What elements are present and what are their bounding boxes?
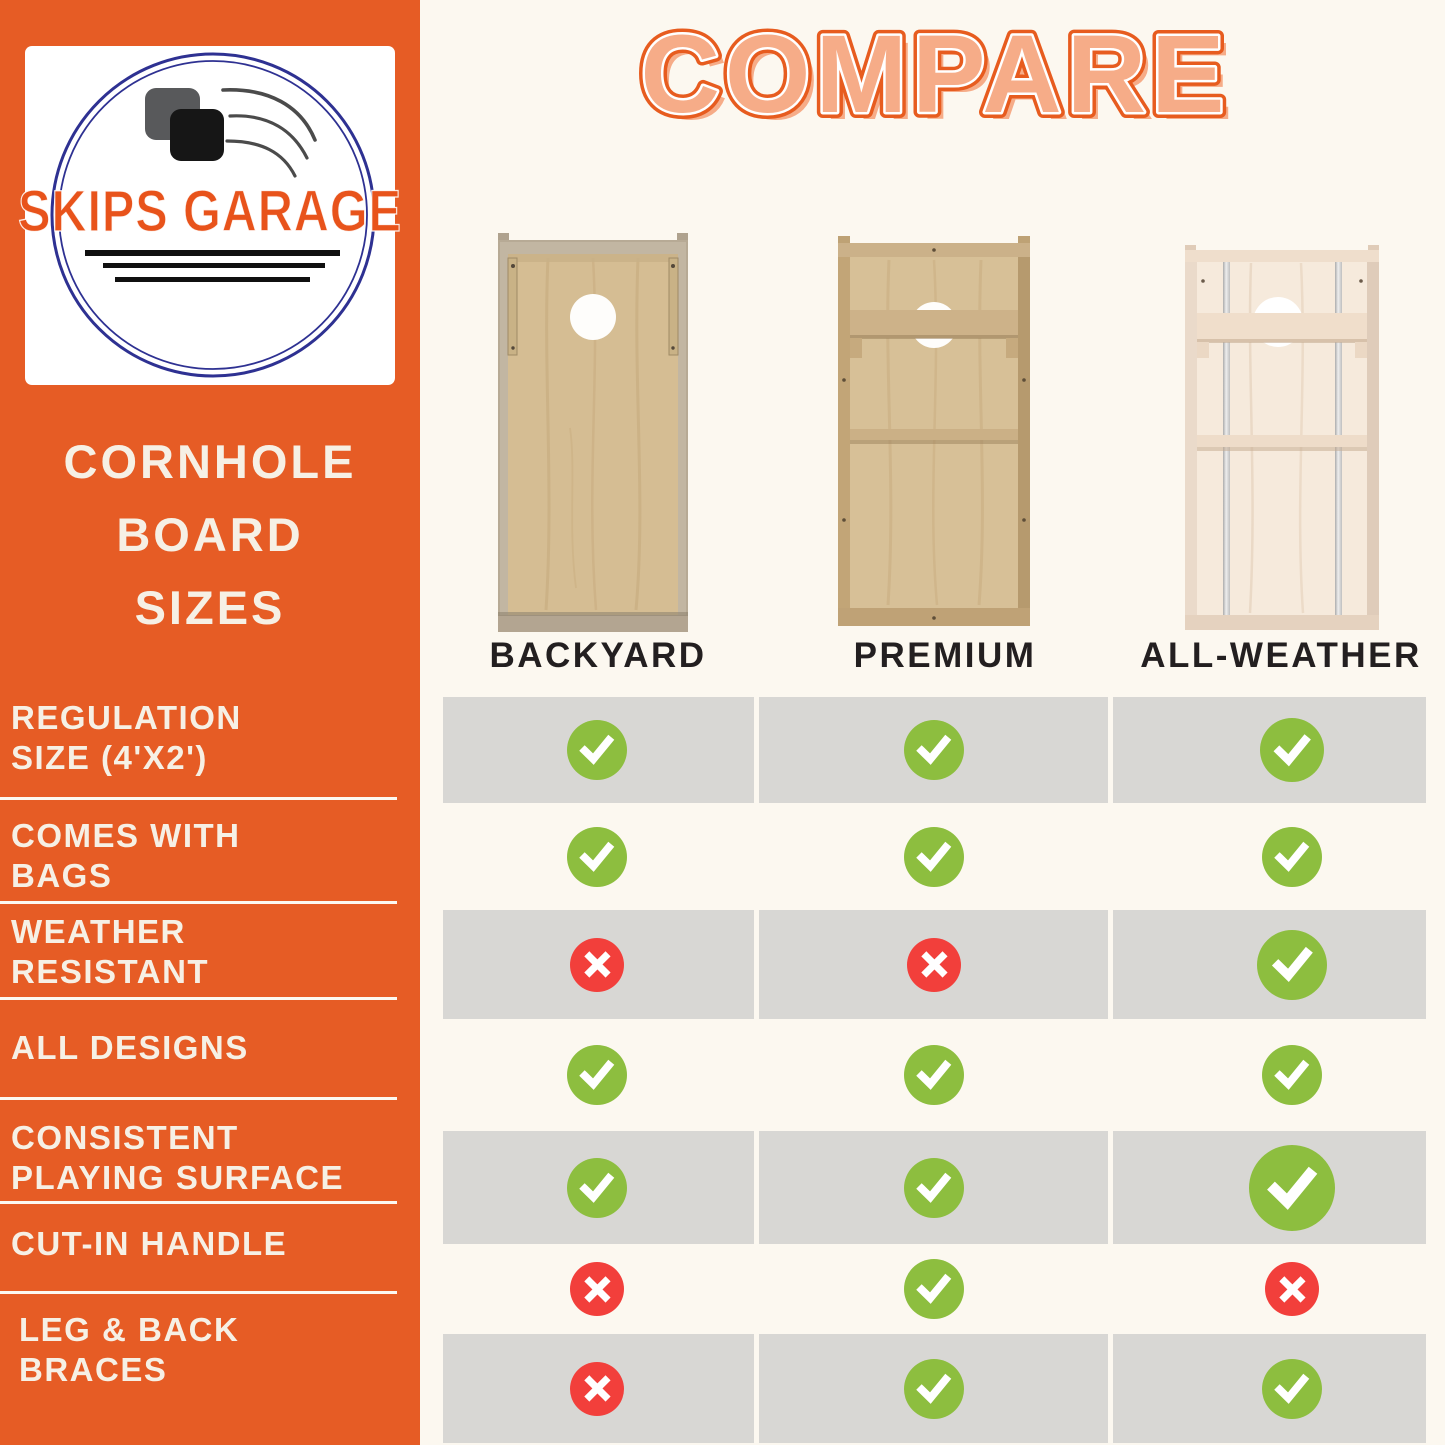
sidebar-title-line: SIZES bbox=[134, 581, 286, 634]
feature-label-regulation-size: REGULATION SIZE (4'X2') bbox=[0, 698, 400, 778]
sidebar-divider bbox=[0, 1201, 397, 1204]
column-header-all-weather: ALL-WEATHER bbox=[1140, 636, 1422, 675]
feature-line: PLAYING SURFACE bbox=[11, 1159, 345, 1196]
x-icon bbox=[1265, 1262, 1319, 1316]
board-image-backyard bbox=[498, 233, 688, 632]
sidebar-title: CORNHOLE BOARD SIZES bbox=[0, 425, 420, 644]
x-icon bbox=[570, 1262, 624, 1316]
feature-label-comes-with-bags: COMES WITH BAGS bbox=[0, 816, 400, 896]
sidebar-title-line: CORNHOLE bbox=[63, 435, 357, 488]
check-icon bbox=[1262, 1358, 1322, 1419]
sidebar-divider bbox=[0, 797, 397, 800]
feature-label-all-designs: ALL DESIGNS bbox=[0, 1028, 400, 1068]
feature-line: LEG & BACK bbox=[19, 1311, 240, 1348]
bag-icon bbox=[170, 109, 224, 161]
check-icon bbox=[567, 1045, 627, 1105]
logo-underline bbox=[115, 277, 310, 282]
sidebar-divider bbox=[0, 1097, 397, 1100]
sidebar-title-line: BOARD bbox=[116, 508, 304, 561]
brand-logo: SKIPS GARAGE bbox=[18, 46, 402, 385]
check-icon bbox=[904, 1157, 964, 1218]
sidebar-divider bbox=[0, 997, 397, 1000]
sidebar-divider bbox=[0, 901, 397, 904]
check-icon bbox=[904, 1259, 964, 1319]
feature-line: RESISTANT bbox=[11, 953, 210, 990]
logo-graphic-icon bbox=[50, 52, 376, 378]
feature-line: BAGS bbox=[11, 857, 113, 894]
page-title-text: COMPARE bbox=[640, 13, 1229, 136]
sidebar: SKIPS GARAGE CORNHOLE BOARD SIZES REGULA… bbox=[0, 0, 420, 1445]
logo-underline bbox=[103, 263, 325, 268]
feature-line: ALL DESIGNS bbox=[11, 1029, 249, 1066]
feature-line: WEATHER bbox=[11, 913, 186, 950]
column-header-premium: PREMIUM bbox=[853, 636, 1037, 675]
check-icon bbox=[567, 1157, 627, 1218]
check-icon bbox=[1262, 1045, 1322, 1105]
swoosh-icon bbox=[228, 114, 309, 160]
check-icon bbox=[904, 826, 964, 887]
column-header-backyard: BACKYARD bbox=[489, 636, 707, 675]
check-icon bbox=[904, 1045, 964, 1105]
sidebar-divider bbox=[0, 1291, 397, 1294]
page-title-shadow: COMPARE bbox=[648, 20, 1237, 143]
check-icon bbox=[1260, 718, 1324, 782]
brand-name: SKIPS GARAGE bbox=[18, 179, 402, 244]
check-icon bbox=[1262, 826, 1322, 887]
page-title-outline: COMPARE bbox=[640, 13, 1229, 136]
board-image-all-weather bbox=[1185, 245, 1379, 630]
feature-label-weather-resistant: WEATHER RESISTANT bbox=[0, 912, 400, 992]
feature-line: REGULATION bbox=[11, 699, 242, 736]
x-icon bbox=[907, 937, 961, 992]
feature-line: CUT-IN HANDLE bbox=[11, 1225, 288, 1262]
page-title-inline: COMPARE bbox=[640, 13, 1229, 136]
page-title: COMPARE COMPARE COMPARE COMPARE bbox=[634, 7, 1237, 143]
feature-line: CONSISTENT bbox=[11, 1119, 239, 1156]
x-icon bbox=[570, 937, 624, 992]
feature-label-leg-back-braces: LEG & BACK BRACES bbox=[0, 1310, 400, 1390]
cornhole-hole bbox=[570, 294, 616, 340]
check-icon bbox=[904, 1358, 964, 1419]
check-icon bbox=[904, 720, 964, 780]
swoosh-icon bbox=[225, 139, 297, 178]
feature-label-consistent-playing-surface: CONSISTENT PLAYING SURFACE bbox=[0, 1118, 400, 1198]
check-icon bbox=[1257, 929, 1327, 1000]
check-icon bbox=[567, 720, 627, 780]
check-icon bbox=[567, 826, 627, 887]
feature-label-cut-in-handle: CUT-IN HANDLE bbox=[0, 1224, 400, 1264]
check-icon bbox=[1249, 1144, 1335, 1231]
x-icon bbox=[570, 1361, 624, 1416]
board-image-premium bbox=[838, 236, 1030, 626]
logo-underline bbox=[85, 250, 340, 256]
feature-line: BRACES bbox=[19, 1351, 168, 1388]
feature-line: COMES WITH bbox=[11, 817, 241, 854]
swoosh-icon bbox=[221, 88, 317, 142]
feature-line: SIZE (4'X2') bbox=[11, 739, 208, 776]
